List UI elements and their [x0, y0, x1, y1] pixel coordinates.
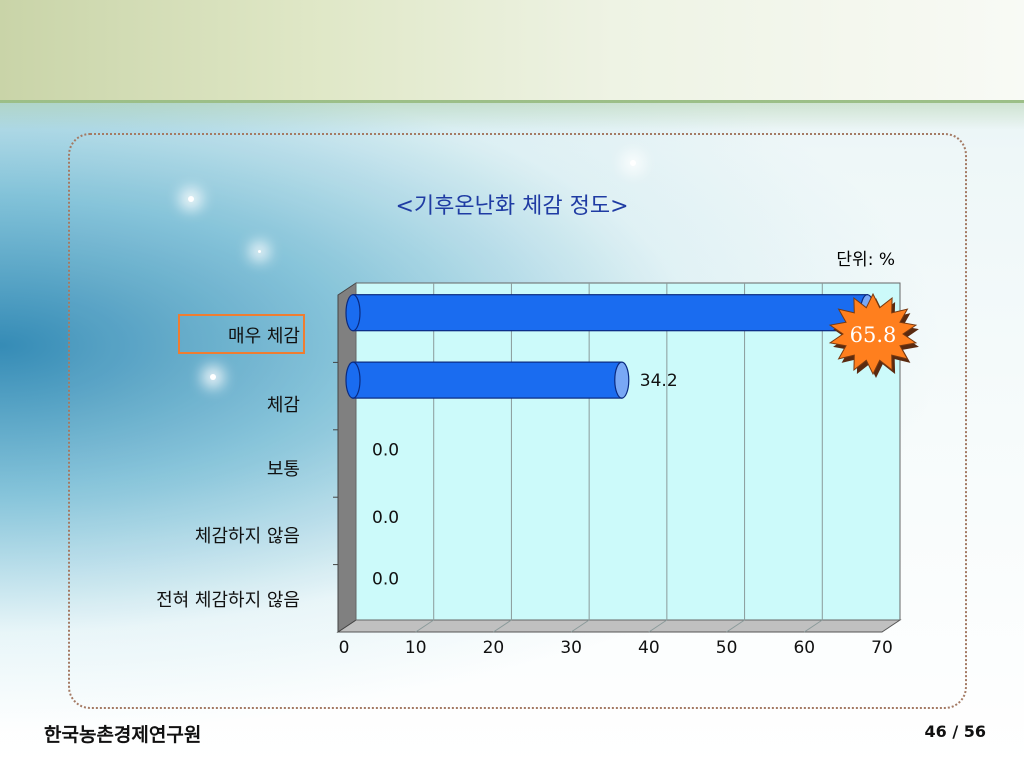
x-tick-label: 10 — [405, 638, 427, 658]
category-label: 체감하지 않음 — [194, 526, 300, 547]
bar-value-label: 0.0 — [372, 441, 399, 461]
bar-value-label: 34.2 — [640, 371, 678, 391]
value-burst — [828, 292, 918, 376]
gridline — [726, 619, 745, 633]
category-label: 보통 — [266, 459, 300, 480]
gridline — [648, 619, 668, 633]
plot-side-wall — [337, 282, 357, 633]
gridline — [415, 619, 434, 633]
sparkle-decoration — [258, 250, 261, 253]
x-tick-label: 40 — [638, 638, 660, 658]
category-label: 전혀 체감하지 않음 — [156, 590, 300, 611]
bar — [352, 361, 623, 399]
x-tick-label: 30 — [560, 638, 582, 658]
sparkle-decoration — [630, 160, 636, 166]
x-tick-label: 50 — [716, 638, 738, 658]
x-tick-label: 20 — [483, 638, 505, 658]
chart-title: <기후온난화 체감 정도> — [395, 194, 629, 219]
header-band — [0, 0, 1024, 130]
unit-label: 단위: % — [836, 250, 895, 270]
plot-back-wall — [355, 282, 901, 621]
bar-value-label: 0.0 — [372, 508, 399, 528]
sparkle-decoration — [188, 196, 194, 202]
bar-base-cap — [345, 294, 361, 332]
page-number: 46 / 56 — [924, 722, 986, 741]
bar-value-label: 65.8 — [850, 323, 897, 347]
organization-name: 한국농촌경제연구원 — [44, 724, 202, 746]
x-tick-label: 0 — [339, 638, 350, 658]
gridline — [570, 619, 590, 633]
bar-base-cap — [345, 361, 361, 399]
x-tick-label: 70 — [871, 638, 893, 658]
gridline — [493, 619, 512, 633]
category-label: 체감 — [266, 395, 300, 416]
plot-floor — [336, 619, 902, 633]
x-tick-label: 60 — [793, 638, 815, 658]
sparkle-decoration — [210, 374, 216, 380]
gridline — [804, 619, 823, 633]
category-highlight-box — [178, 314, 305, 354]
bar-end-cap — [614, 361, 630, 399]
bar — [352, 294, 868, 332]
bar-value-label: 0.0 — [372, 569, 399, 589]
category-label: 매우 체감 — [228, 326, 300, 347]
